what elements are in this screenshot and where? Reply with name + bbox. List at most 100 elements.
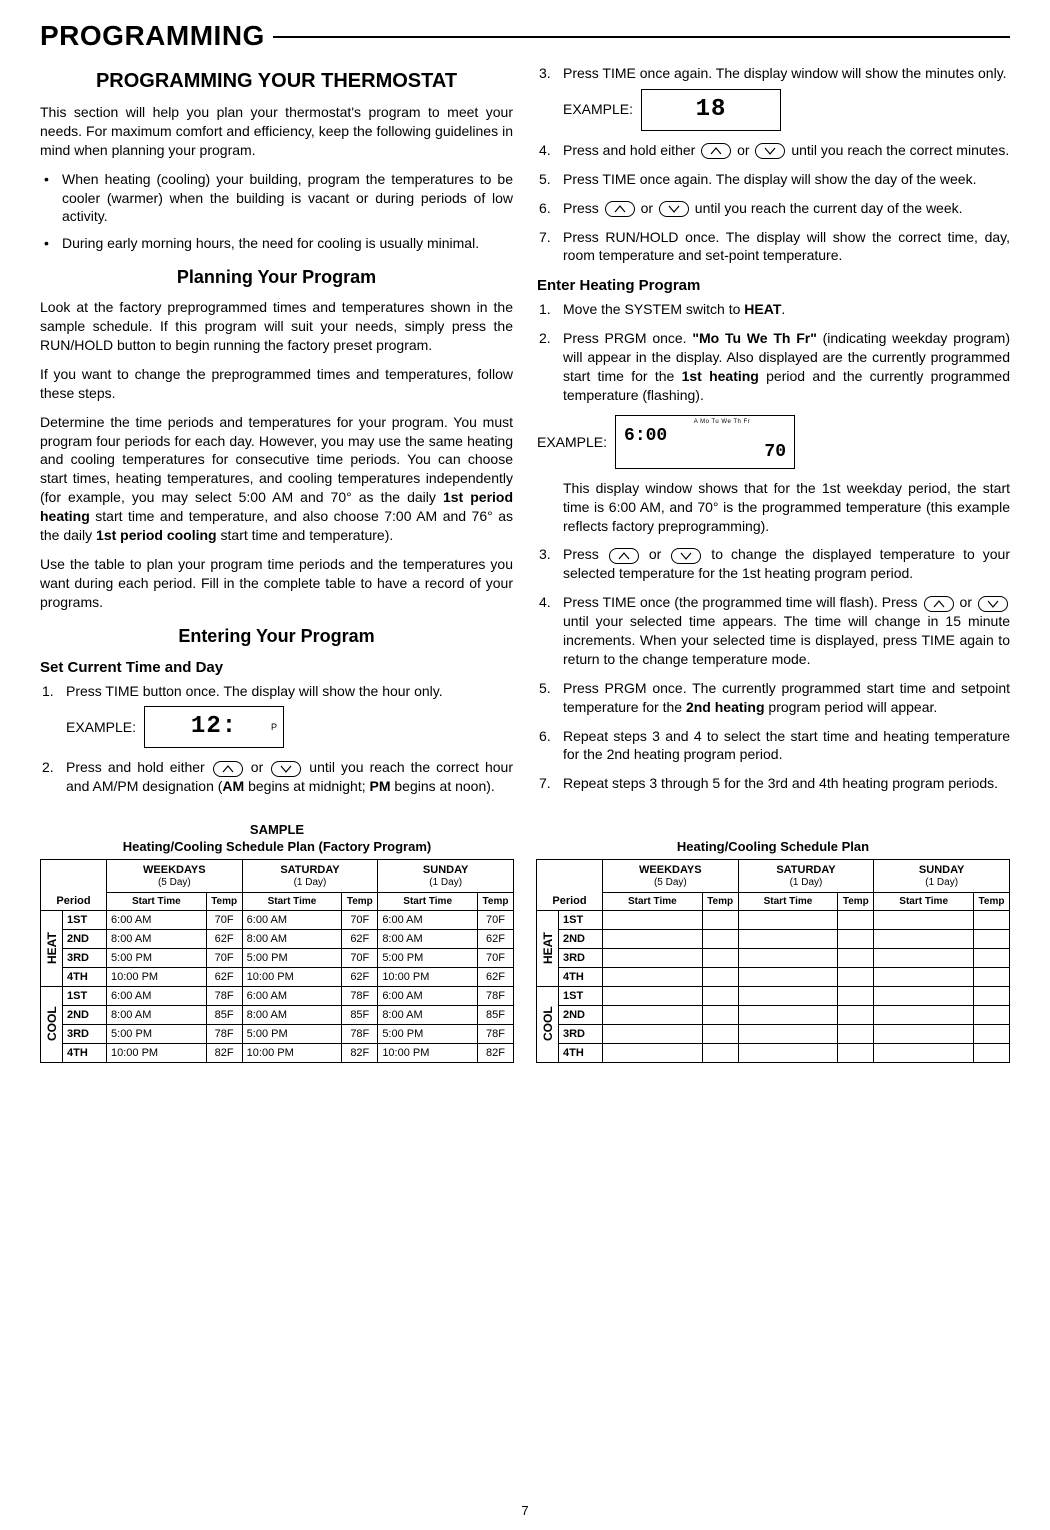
data-cell: 78F <box>342 986 378 1005</box>
sub-header: Temp <box>973 892 1009 910</box>
up-arrow-icon <box>605 201 635 217</box>
data-cell <box>874 1024 974 1043</box>
table-row: 3RD <box>537 948 1010 967</box>
data-cell <box>973 910 1009 929</box>
data-cell <box>603 929 703 948</box>
period-cell: 1ST <box>63 986 107 1005</box>
text-run: or <box>637 200 657 216</box>
data-cell: 62F <box>342 967 378 986</box>
page-title: PROGRAMMING <box>40 20 273 52</box>
table-row: Start TimeTemp Start TimeTemp Start Time… <box>537 892 1010 910</box>
data-cell: 8:00 AM <box>378 1005 478 1024</box>
period-cell: 3RD <box>63 1024 107 1043</box>
table-row: 3RD <box>537 1024 1010 1043</box>
data-cell: 5:00 PM <box>242 1024 342 1043</box>
data-cell <box>874 1005 974 1024</box>
data-cell: 6:00 AM <box>378 910 478 929</box>
data-cell: 5:00 PM <box>242 948 342 967</box>
data-cell <box>838 929 874 948</box>
lcd-time: 6:00 <box>624 426 667 446</box>
table-row: HEAT1ST6:00 AM70F6:00 AM70F6:00 AM70F <box>41 910 514 929</box>
data-cell <box>973 967 1009 986</box>
period-cell: 2ND <box>559 929 603 948</box>
period-cell: 4TH <box>63 967 107 986</box>
period-cell: 1ST <box>559 986 603 1005</box>
data-cell <box>874 1043 974 1062</box>
heat-body: HEAT1ST2ND3RD4TH <box>537 910 1010 986</box>
text-run: . <box>781 301 785 317</box>
page-title-row: PROGRAMMING <box>40 20 1010 52</box>
data-cell: 10:00 PM <box>107 967 207 986</box>
tables-row: SAMPLE Heating/Cooling Schedule Plan (Fa… <box>40 822 1010 1063</box>
data-cell: 6:00 AM <box>107 986 207 1005</box>
data-cell <box>973 948 1009 967</box>
data-cell <box>603 1043 703 1062</box>
day-header: WEEKDAYS(5 Day) <box>107 859 243 892</box>
step-item: Press TIME once again. The display windo… <box>537 64 1010 131</box>
data-cell <box>738 910 838 929</box>
data-cell: 85F <box>477 1005 513 1024</box>
period-cell: 3RD <box>559 948 603 967</box>
data-cell <box>603 1005 703 1024</box>
lcd-text: 12: <box>191 711 237 743</box>
page-number: 7 <box>521 1503 528 1518</box>
day-header-sub: (1 Day) <box>790 877 823 888</box>
data-cell <box>838 948 874 967</box>
text-run: or <box>733 142 753 158</box>
data-cell <box>738 1005 838 1024</box>
data-cell: 8:00 AM <box>242 1005 342 1024</box>
table-row: COOL1ST <box>537 986 1010 1005</box>
data-cell <box>702 1024 738 1043</box>
step-item: Press TIME button once. The display will… <box>40 682 513 749</box>
step-item: Press and hold either or until you reach… <box>537 141 1010 160</box>
table-row: 2ND <box>537 1005 1010 1024</box>
step-text: Press TIME once again. The display windo… <box>563 65 1007 81</box>
down-arrow-icon <box>671 548 701 564</box>
right-column: Press TIME once again. The display windo… <box>537 64 1010 806</box>
data-cell: 82F <box>342 1043 378 1062</box>
data-cell <box>838 910 874 929</box>
data-cell: 70F <box>342 910 378 929</box>
data-cell: 78F <box>477 1024 513 1043</box>
data-cell <box>702 986 738 1005</box>
sample-schedule-table: Period WEEKDAYS(5 Day) SATURDAY(1 Day) S… <box>40 859 514 1063</box>
period-cell: 3RD <box>63 948 107 967</box>
day-header: SUNDAY(1 Day) <box>378 859 514 892</box>
down-arrow-icon <box>755 143 785 159</box>
lcd-ampm-flag: P <box>271 721 277 733</box>
data-cell: 70F <box>342 948 378 967</box>
heat-body: HEAT1ST6:00 AM70F6:00 AM70F6:00 AM70F2ND… <box>41 910 514 986</box>
day-header-sub: (1 Day) <box>294 877 327 888</box>
sample-table-title: SAMPLE Heating/Cooling Schedule Plan (Fa… <box>40 822 514 855</box>
step-item: Repeat steps 3 through 5 for the 3rd and… <box>537 774 1010 793</box>
data-cell <box>874 948 974 967</box>
data-cell <box>973 1024 1009 1043</box>
text-run: Press and hold either <box>66 759 211 775</box>
content-columns: PROGRAMMING YOUR THERMOSTAT This section… <box>40 64 1010 806</box>
step-item: Repeat steps 3 and 4 to select the start… <box>537 727 1010 765</box>
data-cell: 70F <box>206 910 242 929</box>
step-item: Press or to change the displayed tempera… <box>537 545 1010 583</box>
data-cell <box>973 1043 1009 1062</box>
data-cell <box>702 910 738 929</box>
data-cell: 78F <box>206 986 242 1005</box>
data-cell <box>838 1043 874 1062</box>
table-row: 3RD5:00 PM78F5:00 PM78F5:00 PM78F <box>41 1024 514 1043</box>
table-row: 2ND8:00 AM85F8:00 AM85F8:00 AM85F <box>41 1005 514 1024</box>
data-cell: 62F <box>206 929 242 948</box>
set-time-steps-cont: Press TIME once again. The display windo… <box>537 64 1010 265</box>
down-arrow-icon <box>659 201 689 217</box>
data-cell: 85F <box>342 1005 378 1024</box>
table-row: Period WEEKDAYS(5 Day) SATURDAY(1 Day) S… <box>41 859 514 892</box>
data-cell <box>838 1024 874 1043</box>
data-cell: 10:00 PM <box>378 1043 478 1062</box>
period-header: Period <box>41 859 107 910</box>
table-row: 3RD5:00 PM70F5:00 PM70F5:00 PM70F <box>41 948 514 967</box>
day-header-sub: (5 Day) <box>654 877 687 888</box>
up-arrow-icon <box>213 761 243 777</box>
day-header-top: WEEKDAYS <box>639 864 702 876</box>
data-cell: 6:00 AM <box>107 910 207 929</box>
text-run: or <box>641 546 669 562</box>
data-cell <box>838 967 874 986</box>
set-time-steps: Press TIME button once. The display will… <box>40 682 513 797</box>
